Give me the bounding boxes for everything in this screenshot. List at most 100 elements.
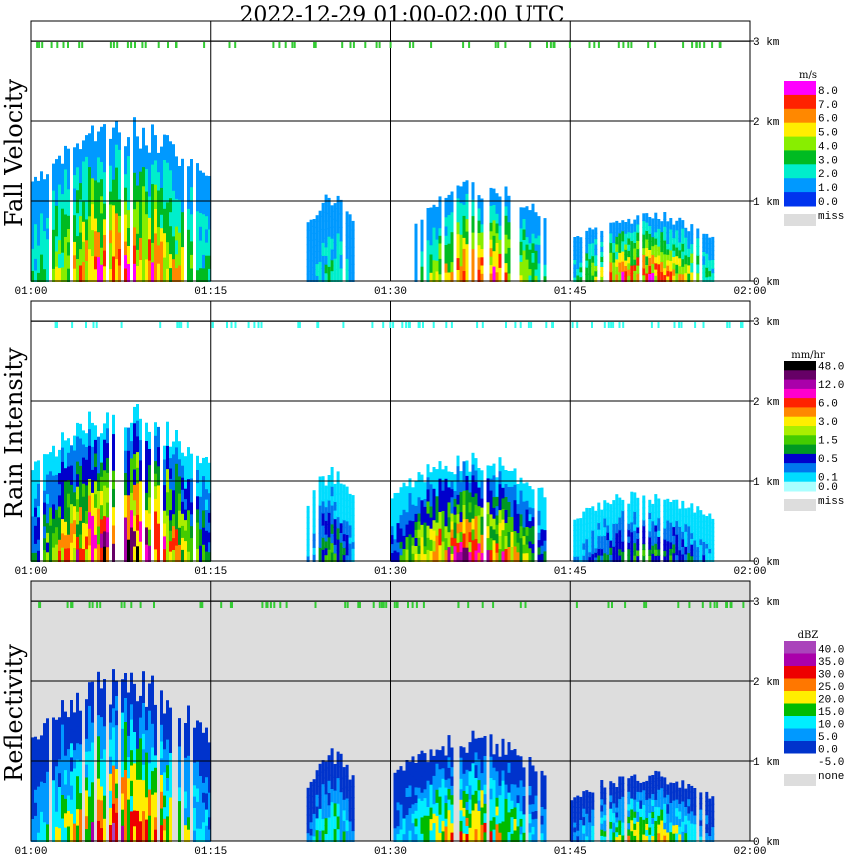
x-tick-label: 01:30 [374, 846, 407, 858]
legend-label: 5.0 [818, 128, 838, 140]
precip-cell [390, 452, 547, 562]
precip-cell [306, 748, 355, 842]
legend-label: 6.0 [818, 114, 838, 126]
legend-unit: mm/hr [791, 350, 825, 361]
legend-label: 0.1 [818, 473, 838, 485]
rain-intensity-x-ticks: 01:00 01:15 01:30 01:45 02:00 [14, 566, 766, 578]
rain-intensity-panel: 01:00 01:15 01:30 01:45 02:000 km 1 km 2 km 3 k… [0, 300, 844, 578]
legend-swatch [784, 426, 816, 436]
fall-velocity-y-ticks: 0 km 1 km 2 km 3 km [750, 37, 780, 289]
legend-label: 0.0 [818, 482, 838, 494]
legend-label: 0.0 [818, 745, 838, 757]
y-tick-label: 1 km [753, 197, 780, 209]
legend-swatch [784, 463, 816, 473]
precip-cell [31, 117, 211, 282]
y-tick-label: 3 km [753, 37, 780, 49]
legend-label: -5.0 [818, 757, 844, 769]
legend-label: 30.0 [818, 670, 844, 682]
legend-swatch [784, 753, 816, 767]
legend-label: 35.0 [818, 657, 844, 669]
y-tick-label: 3 km [753, 317, 780, 329]
legend-missing-swatch [784, 214, 816, 226]
legend-label: 10.0 [818, 720, 844, 732]
legend-missing-swatch [784, 499, 816, 511]
legend-label: 25.0 [818, 682, 844, 694]
legend-label: 6.0 [818, 398, 838, 410]
fall-velocity-axis-title: Fall Velocity [0, 79, 28, 228]
x-tick-label: 02:00 [733, 846, 766, 858]
legend-label: 2.0 [818, 169, 838, 181]
x-tick-label: 01:15 [194, 566, 227, 578]
legend-label: 3.0 [818, 417, 838, 429]
legend-label: 12.0 [818, 380, 844, 392]
rain-intensity-axis-title: Rain Intensity [0, 347, 28, 519]
legend-swatch [784, 164, 816, 179]
x-tick-label: 01:00 [14, 286, 47, 298]
legend-swatch [784, 728, 816, 742]
reflectivity-x-ticks: 01:00 01:15 01:30 01:45 02:00 [14, 846, 766, 858]
x-tick-label: 01:00 [14, 846, 47, 858]
rain-intensity-y-ticks: 0 km 1 km 2 km 3 km [750, 317, 780, 569]
legend-swatch [784, 653, 816, 667]
x-tick-label: 02:00 [733, 286, 766, 298]
x-tick-label: 01:00 [14, 566, 47, 578]
legend-swatch [784, 192, 816, 207]
legend-swatch [784, 108, 816, 124]
x-tick-label: 01:15 [194, 286, 227, 298]
legend-swatch [784, 407, 816, 418]
legend-swatch [784, 379, 816, 390]
legend-unit: dBZ [798, 630, 819, 641]
top-noise-band [38, 602, 745, 608]
legend-label: 20.0 [818, 695, 844, 707]
legend-swatch [784, 444, 816, 455]
y-tick-label: 0 km [753, 837, 780, 849]
legend-missing-label: miss [818, 211, 844, 223]
legend-label: 0.5 [818, 454, 838, 466]
precip-cell [31, 669, 211, 842]
legend-label: 7.0 [818, 100, 838, 112]
panels: 01:00 01:15 01:30 01:45 02:000 km1 km2 km3 k… [0, 20, 844, 858]
x-tick-label: 01:30 [374, 566, 407, 578]
top-noise-band [36, 42, 722, 48]
precip-cell [573, 491, 715, 562]
legend-label: 4.0 [818, 141, 838, 153]
legend-swatch [784, 178, 816, 193]
legend-label: 8.0 [818, 86, 838, 98]
legend-label: 5.0 [818, 732, 838, 744]
top-noise-band [54, 322, 744, 328]
precip-cell [306, 194, 355, 282]
legend-swatch [784, 741, 816, 754]
reflectivity-legend: dBZ 40.035.030.025.020.015.010.05.00.0-5.… [784, 630, 844, 786]
legend-swatch [784, 398, 816, 408]
y-tick-label: 0 km [753, 557, 780, 569]
legend-swatch [784, 691, 816, 704]
legend-swatch [784, 122, 816, 138]
fall-velocity-panel: 01:00 01:15 01:30 01:45 02:000 km 1 km 2 km 3 k… [0, 20, 844, 298]
y-tick-label: 2 km [753, 397, 780, 409]
legend-missing-label: none [818, 771, 844, 783]
legend-swatch [784, 703, 816, 717]
reflectivity-y-ticks: 0 km 1 km 2 km 3 km [750, 597, 780, 849]
reflectivity-axis-title: Reflectivity [0, 644, 28, 782]
legend-label: 1.0 [818, 183, 838, 195]
y-tick-label: 2 km [753, 117, 780, 129]
y-tick-label: 3 km [753, 597, 780, 609]
y-tick-label: 1 km [753, 477, 780, 489]
legend-swatch [784, 361, 816, 371]
legend-swatch [784, 136, 816, 151]
precip-cell [573, 212, 715, 282]
precip-cell [31, 404, 211, 562]
legend-label: 48.0 [818, 361, 844, 373]
precip-cell [306, 467, 355, 562]
legend-label: 40.0 [818, 645, 844, 657]
legend-missing-label: miss [818, 496, 844, 508]
legend-missing-swatch [784, 774, 816, 786]
legend-label: 15.0 [818, 707, 844, 719]
legend-swatch [784, 641, 816, 654]
legend-label: 3.0 [818, 155, 838, 167]
x-tick-label: 01:30 [374, 286, 407, 298]
legend-swatch [784, 150, 816, 165]
legend-swatch [784, 678, 816, 692]
